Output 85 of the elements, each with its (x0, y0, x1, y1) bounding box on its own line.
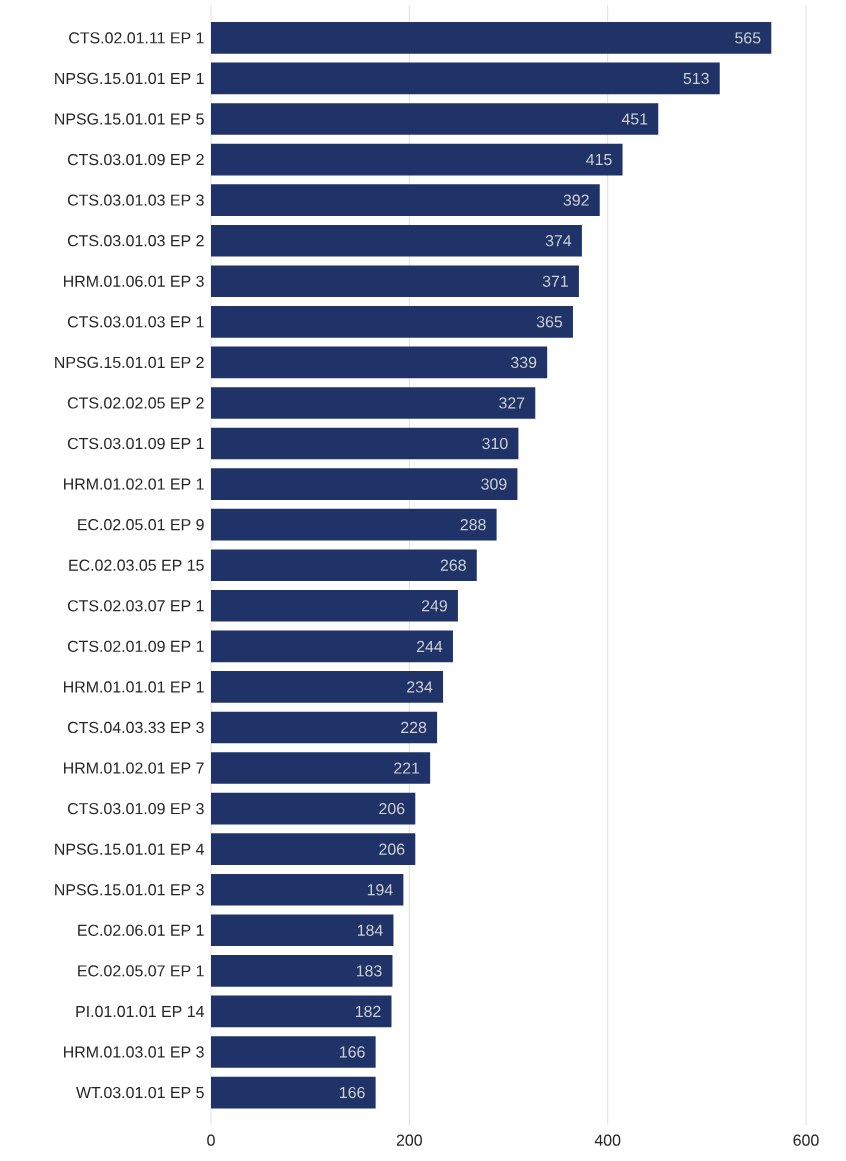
bar (211, 265, 579, 298)
y-tick-label: EC.02.03.05 EP 15 (69, 559, 204, 571)
data-label: 415 (586, 154, 612, 166)
data-label: 392 (563, 194, 589, 206)
y-tick-label: CTS.02.02.05 EP 2 (67, 397, 204, 409)
bar (211, 914, 394, 947)
y-tick-label: CTS.02.01.11 EP 1 (69, 32, 204, 44)
data-label: 513 (683, 72, 709, 85)
data-label: 166 (340, 1086, 365, 1099)
data-label: 244 (416, 640, 443, 652)
y-tick-label: NPSG.15.01.01 EP 1 (55, 72, 204, 85)
data-label: 221 (394, 762, 420, 774)
bar (211, 995, 392, 1028)
data-label: 206 (379, 802, 405, 815)
bar (211, 184, 600, 216)
y-tick-label: CTS.03.01.03 EP 3 (67, 194, 204, 206)
data-label: 234 (407, 681, 433, 693)
data-label: 339 (510, 356, 537, 369)
data-label: 184 (357, 924, 383, 936)
bar (211, 103, 659, 135)
y-tick-label: EC.02.06.01 EP 1 (78, 924, 204, 936)
bar (211, 1076, 376, 1109)
bar (211, 671, 444, 703)
data-label: 451 (621, 113, 648, 125)
bar (211, 22, 772, 54)
y-tick-label: NPSG.15.01.01 EP 4 (55, 843, 204, 855)
bar (211, 792, 416, 825)
bar (211, 468, 518, 500)
bar (211, 711, 438, 744)
y-tick-label: CTS.02.03.07 EP 1 (67, 600, 204, 612)
bar (211, 630, 453, 663)
bar (211, 306, 573, 338)
bar (211, 873, 404, 906)
data-label: 288 (460, 519, 486, 531)
data-label: 309 (481, 478, 507, 490)
bar (211, 224, 582, 257)
bar (211, 752, 431, 784)
bar (211, 387, 536, 419)
y-tick-label: CTS.03.01.09 EP 3 (67, 802, 204, 815)
data-label: 565 (735, 32, 761, 44)
bar (211, 62, 720, 95)
bar (211, 427, 519, 460)
y-tick-label: CTS.04.03.33 EP 3 (67, 721, 204, 734)
data-label: 183 (356, 965, 382, 977)
y-tick-label: CTS.03.01.09 EP 2 (67, 153, 204, 166)
bar (211, 143, 623, 176)
x-tick-label: 600 (793, 1134, 819, 1146)
data-label: 206 (379, 843, 405, 855)
x-tick-label: 200 (396, 1134, 422, 1146)
data-label: 166 (340, 1046, 365, 1058)
y-tick-label: CTS.03.01.03 EP 2 (67, 235, 204, 247)
y-tick-label: NPSG.15.01.01 EP 2 (55, 356, 204, 369)
data-label: 371 (542, 275, 568, 287)
bar (211, 508, 497, 541)
bar (211, 346, 548, 379)
y-tick-label: CTS.03.01.09 EP 1 (67, 437, 204, 450)
data-label: 228 (401, 721, 427, 734)
bar (211, 589, 458, 622)
y-tick-label: CTS.02.01.09 EP 1 (67, 640, 204, 652)
y-tick-label: PI.01.01.01 EP 14 (76, 1005, 204, 1018)
bar (211, 833, 416, 865)
data-label: 310 (482, 437, 508, 450)
bar (211, 1036, 376, 1068)
bar (211, 549, 477, 582)
y-tick-label: HRM.01.03.01 EP 3 (64, 1046, 204, 1058)
data-label: 365 (536, 316, 563, 328)
data-label: 327 (499, 397, 525, 409)
data-label: 374 (545, 235, 572, 247)
data-label: 194 (367, 884, 393, 896)
y-tick-label: EC.02.05.01 EP 9 (78, 519, 204, 531)
y-tick-label: HRM.01.01.01 EP 1 (64, 681, 204, 693)
data-label: 249 (421, 600, 447, 612)
x-tick-label: 0 (207, 1134, 215, 1146)
data-label: 182 (355, 1005, 381, 1018)
y-tick-label: NPSG.15.01.01 EP 5 (55, 113, 204, 125)
y-tick-label: HRM.01.06.01 EP 3 (64, 275, 204, 287)
y-tick-label: HRM.01.02.01 EP 1 (64, 478, 204, 490)
y-tick-label: WT.03.01.01 EP 5 (76, 1086, 204, 1099)
x-tick-label: 400 (594, 1134, 621, 1146)
bar (211, 955, 393, 987)
data-label: 268 (440, 559, 466, 571)
y-tick-label: CTS.03.01.03 EP 1 (67, 316, 204, 328)
y-tick-label: EC.02.05.07 EP 1 (78, 965, 204, 977)
y-tick-label: HRM.01.02.01 EP 7 (64, 762, 204, 774)
y-tick-label: NPSG.15.01.01 EP 3 (55, 884, 204, 896)
